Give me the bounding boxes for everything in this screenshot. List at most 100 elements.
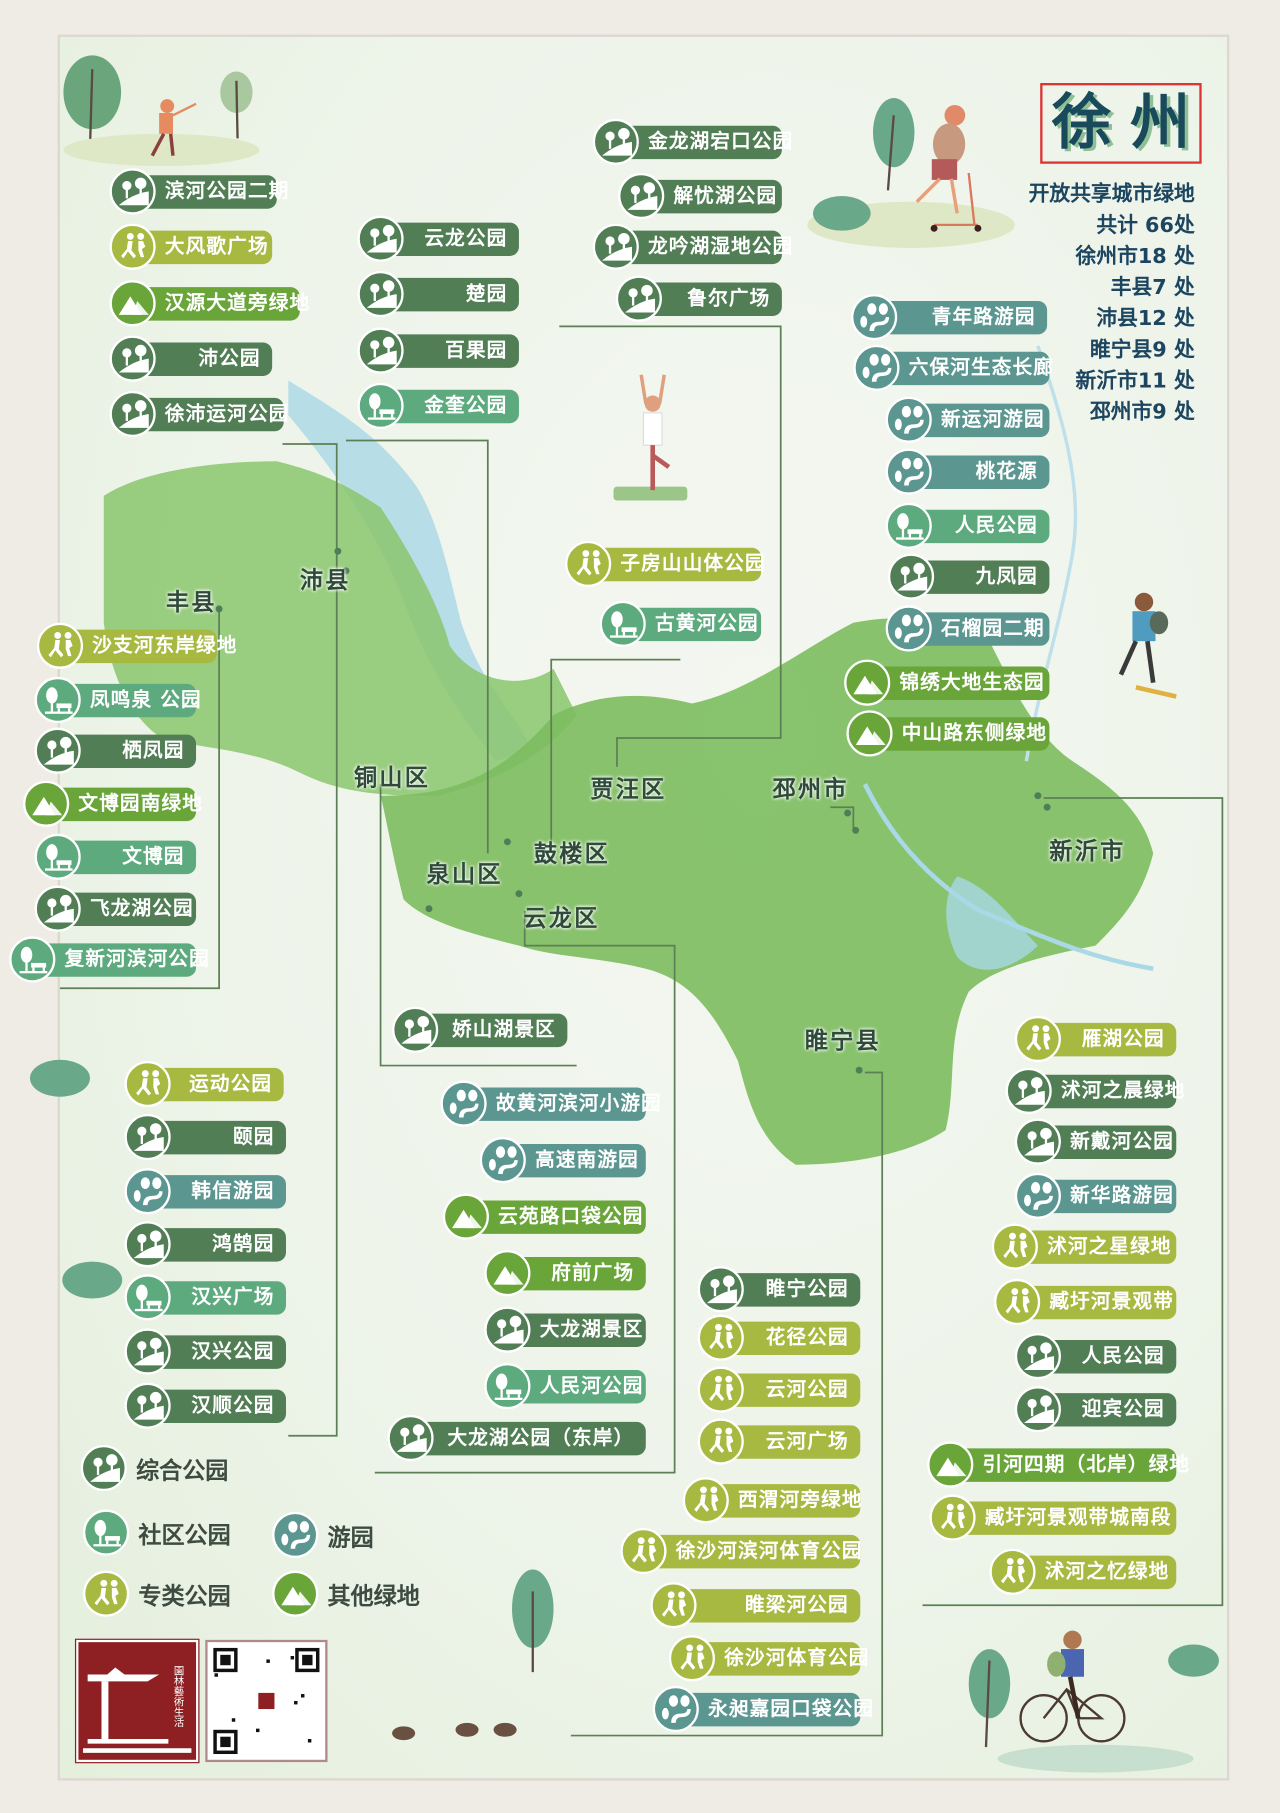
mountain-icon bbox=[493, 1266, 524, 1285]
title-char: 徐 bbox=[1051, 87, 1112, 158]
park-label[interactable]: 鲁尔广场 bbox=[615, 275, 782, 322]
park-label[interactable]: 汉兴公园 bbox=[124, 1328, 286, 1375]
trees-hill-icon bbox=[601, 128, 632, 156]
park-label[interactable]: 青年路游园 bbox=[851, 294, 1048, 341]
park-label[interactable]: 解忧湖公园 bbox=[618, 172, 782, 220]
park-label[interactable]: 金奎公园 bbox=[357, 382, 519, 429]
park-type-badge bbox=[652, 1685, 699, 1733]
park-label[interactable]: 滨河公园二期 bbox=[109, 168, 288, 215]
park-label[interactable]: 古黄河公园 bbox=[599, 600, 762, 647]
park-label[interactable]: 九凤园 bbox=[887, 553, 1050, 600]
qr-code[interactable] bbox=[205, 1639, 328, 1763]
district-label-fengxian: 丰县 bbox=[166, 588, 217, 616]
park-label[interactable]: 沛公园 bbox=[109, 335, 273, 382]
park-label[interactable]: 新运河游园 bbox=[885, 396, 1050, 443]
tree-illustration bbox=[63, 55, 260, 167]
park-label[interactable]: 子房山山体公园 bbox=[565, 540, 765, 587]
park-label[interactable]: 迎宾公园 bbox=[1014, 1386, 1177, 1433]
park-label[interactable]: 云河公园 bbox=[697, 1366, 861, 1413]
park-label[interactable]: 文博园 bbox=[34, 833, 197, 880]
tree-bench-icon bbox=[44, 844, 73, 871]
tree-bench-icon bbox=[93, 1519, 122, 1547]
park-label[interactable]: 云龙公园 bbox=[357, 215, 519, 262]
park-label[interactable]: 人民河公园 bbox=[484, 1363, 646, 1410]
park-label[interactable]: 汉源大道旁绿地 bbox=[109, 280, 309, 327]
park-label[interactable]: 故黄河滨河小游园 bbox=[440, 1080, 661, 1127]
park-label[interactable]: 徐沙河体育公园 bbox=[668, 1635, 868, 1682]
park-label[interactable]: 锦绣大地生态园 bbox=[844, 659, 1050, 706]
park-label[interactable]: 复新河滨河公园 bbox=[9, 936, 209, 983]
park-label[interactable]: 永昶嘉园口袋公园 bbox=[652, 1685, 873, 1733]
park-label[interactable]: 汉顺公园 bbox=[124, 1382, 286, 1429]
park-label[interactable]: 府前广场 bbox=[484, 1250, 646, 1297]
park-label[interactable]: 娇山湖景区 bbox=[392, 1006, 568, 1053]
park-label[interactable]: 臧圩河景观带城南段 bbox=[929, 1494, 1177, 1541]
runners-icon bbox=[709, 1323, 734, 1350]
park-label[interactable]: 人民公园 bbox=[885, 502, 1050, 549]
park-label[interactable]: 新华路游园 bbox=[1014, 1172, 1177, 1219]
park-type-badge bbox=[885, 502, 932, 549]
park-label[interactable]: 栖凤园 bbox=[34, 727, 197, 774]
park-label[interactable]: 西渭河旁绿地 bbox=[682, 1477, 861, 1524]
park-type-badge bbox=[1014, 1333, 1061, 1380]
legend-badge bbox=[83, 1570, 130, 1617]
runners-icon bbox=[709, 1427, 734, 1454]
park-label[interactable]: 大龙湖景区 bbox=[484, 1306, 646, 1353]
park-label[interactable]: 花径公园 bbox=[697, 1314, 861, 1361]
park-label[interactable]: 文博园南绿地 bbox=[23, 780, 202, 827]
park-name: 锦绣大地生态园 bbox=[869, 666, 1050, 700]
stats-heading: 开放共享城市绿地 bbox=[1028, 182, 1195, 207]
trees-hill-icon bbox=[118, 400, 149, 428]
park-type-badge bbox=[34, 833, 81, 880]
park-label[interactable]: 睢宁公园 bbox=[697, 1266, 861, 1313]
park-name: 大龙湖公园（东岸） bbox=[412, 1421, 646, 1456]
park-label[interactable]: 楚园 bbox=[357, 271, 519, 318]
park-label[interactable]: 新戴河公园 bbox=[1014, 1118, 1177, 1165]
park-label[interactable]: 云苑路口袋公园 bbox=[442, 1193, 646, 1240]
park-type-badge bbox=[1014, 1015, 1061, 1063]
park-label[interactable]: 颐园 bbox=[124, 1113, 286, 1161]
park-label[interactable]: 云河广场 bbox=[697, 1418, 861, 1465]
park-label[interactable]: 徐沙河滨河体育公园 bbox=[620, 1527, 861, 1575]
legend-label: 专类公园 bbox=[138, 1581, 231, 1610]
park-label[interactable]: 雁湖公园 bbox=[1014, 1015, 1177, 1063]
park-label[interactable]: 沭河之忆绿地 bbox=[989, 1548, 1177, 1595]
park-label[interactable]: 凤鸣泉 公园 bbox=[34, 676, 201, 724]
park-label[interactable]: 运动公园 bbox=[124, 1060, 284, 1108]
park-label[interactable]: 沭河之星绿地 bbox=[991, 1223, 1177, 1270]
park-label[interactable]: 大龙湖公园（东岸） bbox=[387, 1414, 646, 1462]
ducks-illustration bbox=[392, 1722, 517, 1741]
mountain-icon bbox=[118, 296, 149, 315]
svg-text:園林藝術生活: 園林藝術生活 bbox=[172, 1665, 184, 1728]
park-label[interactable]: 人民公园 bbox=[1014, 1333, 1177, 1380]
park-label[interactable]: 韩信游园 bbox=[124, 1168, 286, 1215]
park-name: 金奎公园 bbox=[382, 389, 519, 424]
park-label[interactable]: 百果园 bbox=[357, 327, 519, 374]
trees-hill-icon bbox=[366, 224, 397, 253]
park-label[interactable]: 鸿鹄园 bbox=[124, 1221, 286, 1268]
park-type-badge bbox=[484, 1250, 531, 1297]
park-label[interactable]: 徐沛运河公园 bbox=[109, 390, 288, 438]
park-label[interactable]: 睢梁河公园 bbox=[650, 1582, 861, 1629]
park-label[interactable]: 臧圩河景观带 bbox=[994, 1278, 1177, 1326]
park-label[interactable]: 石榴园二期 bbox=[885, 605, 1050, 652]
trees-hill-icon bbox=[89, 1454, 120, 1482]
district-label-suining: 睢宁县 bbox=[804, 1026, 882, 1055]
park-label[interactable]: 桃花源 bbox=[885, 448, 1050, 495]
park-label[interactable]: 引河四期（北岸）绿地 bbox=[927, 1441, 1189, 1488]
park-label[interactable]: 沙支河东岸绿地 bbox=[36, 622, 236, 669]
park-label[interactable]: 飞龙湖公园 bbox=[34, 885, 197, 932]
park-label[interactable]: 高速南游园 bbox=[479, 1137, 646, 1184]
park-type-badge bbox=[592, 118, 639, 165]
stats-total: 共计 66处 bbox=[1096, 213, 1195, 238]
park-label[interactable]: 汉兴广场 bbox=[124, 1274, 286, 1321]
park-name: 楚园 bbox=[382, 277, 519, 312]
park-label[interactable]: 中山路东侧绿地 bbox=[846, 710, 1050, 757]
park-label[interactable]: 大风歌广场 bbox=[109, 223, 273, 270]
park-label[interactable]: 沭河之晨绿地 bbox=[1005, 1067, 1184, 1114]
park-label[interactable]: 金龙湖宕口公园 bbox=[592, 118, 792, 165]
park-name: 栖凤园 bbox=[59, 734, 197, 769]
park-label[interactable]: 六保河生态长廊 bbox=[853, 344, 1053, 391]
park-label[interactable]: 龙吟湖湿地公园 bbox=[592, 223, 792, 270]
park-type-badge bbox=[650, 1582, 697, 1629]
